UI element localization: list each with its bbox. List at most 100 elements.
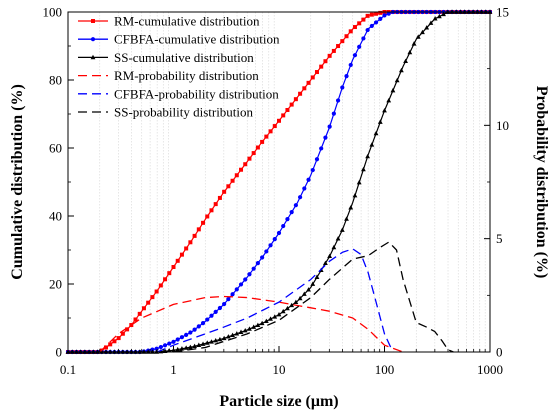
data-point	[314, 157, 320, 162]
data-point	[213, 309, 218, 314]
data-point	[344, 216, 349, 221]
y-left-tick-label: 20	[49, 277, 62, 292]
legend-marker	[91, 19, 95, 23]
data-point	[314, 70, 319, 75]
data-point	[183, 345, 189, 350]
data-point	[225, 334, 231, 339]
y-left-tick-label: 60	[49, 141, 62, 156]
data-point	[382, 13, 387, 18]
data-point	[192, 233, 197, 238]
data-point	[251, 266, 256, 271]
data-point	[103, 345, 108, 350]
data-point	[116, 336, 121, 341]
y-right-tick-label: 15	[496, 5, 509, 20]
data-point	[289, 302, 295, 308]
series-line	[156, 248, 394, 353]
data-point	[209, 339, 214, 344]
data-point	[298, 195, 303, 200]
data-point	[120, 331, 125, 336]
data-point	[331, 244, 337, 250]
data-point	[403, 58, 408, 63]
data-point	[289, 102, 294, 107]
series-4	[156, 248, 394, 353]
data-point	[230, 332, 235, 338]
data-point	[239, 167, 244, 172]
data-point	[301, 291, 307, 296]
y-left-tick-label: 0	[56, 345, 63, 360]
data-point	[436, 13, 442, 19]
data-point	[167, 271, 172, 276]
data-point	[285, 216, 290, 222]
data-point	[171, 339, 176, 344]
data-point	[234, 331, 240, 336]
data-point	[277, 118, 281, 123]
data-point	[340, 39, 345, 44]
data-point	[323, 260, 328, 266]
data-point	[204, 340, 210, 345]
data-point	[327, 53, 332, 58]
data-point	[217, 195, 222, 200]
data-point	[335, 98, 341, 103]
data-point	[154, 346, 159, 351]
data-point	[374, 11, 379, 16]
legend-label: RM-cumulative distribution	[114, 14, 260, 29]
legend-label: CFBFA-cumulative distribution	[114, 32, 280, 47]
data-point	[441, 11, 446, 17]
data-point	[112, 339, 117, 344]
data-point	[205, 317, 210, 322]
data-point	[201, 220, 206, 225]
data-point	[196, 324, 201, 329]
data-point	[146, 300, 151, 305]
data-point	[327, 124, 332, 129]
data-point	[306, 80, 311, 85]
x-tick-label: 1000	[477, 362, 503, 377]
data-point	[327, 253, 333, 258]
data-point	[179, 252, 184, 257]
x-axis-title: Particle size (μm)	[219, 393, 338, 410]
legend-item: SS-probability distribution	[78, 105, 254, 120]
data-point	[163, 277, 168, 282]
data-point	[407, 49, 413, 55]
y-left-tick-label: 40	[49, 209, 62, 224]
data-point	[369, 142, 375, 147]
data-point	[222, 189, 227, 194]
data-point	[340, 85, 345, 90]
data-point	[209, 313, 214, 318]
data-point	[373, 20, 379, 25]
data-point	[247, 326, 252, 331]
data-point	[302, 186, 307, 191]
data-point	[175, 337, 180, 342]
legend-label: SS-cumulative distribution	[114, 50, 254, 65]
data-point	[319, 146, 324, 151]
data-point	[398, 67, 404, 73]
data-point	[175, 346, 181, 352]
data-point	[221, 335, 227, 341]
data-point	[331, 48, 336, 53]
legend-item: CFBFA-cumulative distribution	[78, 32, 280, 47]
data-point	[217, 336, 223, 342]
data-point	[272, 237, 277, 242]
data-point	[213, 202, 218, 207]
data-point	[188, 240, 193, 245]
data-point	[222, 301, 227, 307]
data-point	[344, 74, 349, 79]
data-point	[217, 305, 223, 311]
data-point	[335, 236, 341, 241]
data-point	[175, 258, 180, 263]
data-point	[314, 274, 320, 279]
data-point	[184, 332, 189, 337]
data-point	[293, 299, 299, 305]
data-point	[260, 139, 265, 144]
data-point	[331, 111, 336, 116]
data-point	[213, 338, 219, 343]
data-point	[247, 156, 252, 161]
data-point	[154, 289, 159, 294]
data-point	[226, 297, 231, 302]
data-point	[285, 107, 290, 112]
data-point	[369, 12, 374, 17]
data-point	[264, 134, 269, 139]
y-right-tick-label: 5	[496, 231, 503, 246]
data-point	[141, 306, 146, 311]
series-3	[99, 295, 404, 353]
data-point	[281, 223, 286, 229]
